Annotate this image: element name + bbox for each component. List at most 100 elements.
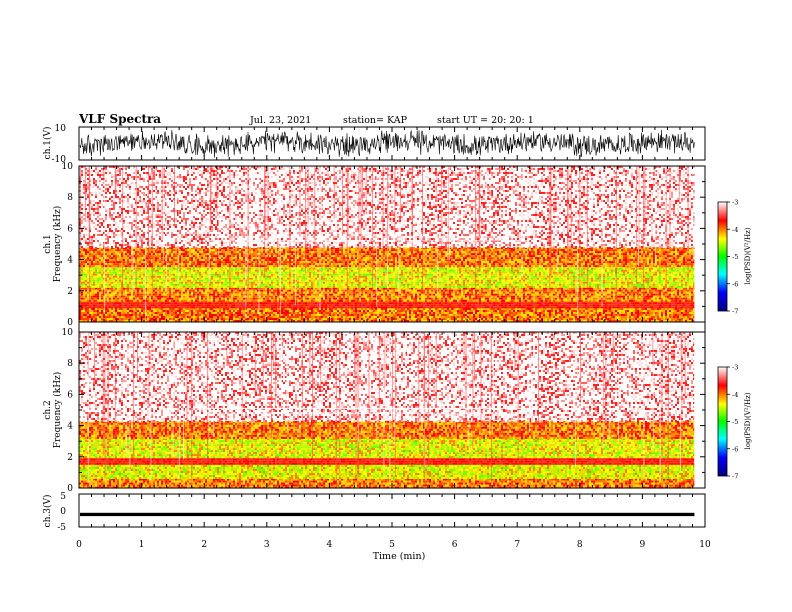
ch1-colorbar-label: log(PSD)(V²/Hz) [744,227,752,284]
spectrogram-streak [585,332,586,370]
spectrogram-streak [336,332,337,486]
spectrogram-streak [85,166,86,222]
spectrogram-streak [372,166,373,295]
ch1-spectrogram-ylabel-ch: ch.1 [43,234,53,253]
spectrogram-streak [580,332,581,403]
spectrogram-streak [210,166,211,221]
spectrogram-streak [579,166,580,306]
spectrogram-streak [385,332,386,403]
ch1-spectrogram-ylabel-freq: Frequency (kHz) [52,206,63,283]
spectrogram-streak [389,332,390,407]
ch1-colorbar-tick-label: -3 [732,199,738,207]
spectrogram-streak [394,166,395,234]
spectrogram-streak [577,166,578,201]
ch2-spectrogram-image [79,332,705,489]
spectrogram-streak [108,332,109,463]
ch3-waveform-trace [80,513,694,516]
ch1-ytick-top: 10 [55,124,67,134]
spectrogram-streak [638,166,639,267]
spectrogram-streak [424,332,425,401]
spectrogram-streak [688,166,689,280]
spectrogram-streak [655,166,656,266]
ch1-spectrogram-image [79,166,705,324]
spectrogram-streak [652,332,653,366]
spectrogram-streak [370,332,371,420]
spectrogram-streak [248,166,249,306]
spectrogram-streak [308,166,309,224]
time-axis-tick-label: 4 [327,540,333,550]
spectrogram-streak [122,166,123,308]
spectrogram-streak [531,332,532,415]
spectrogram-streak [398,166,399,296]
spectrogram-streak [129,332,130,473]
spectrogram-streak [447,166,448,260]
spectrogram-streak [486,166,487,236]
spectrogram-streak [273,332,274,371]
spectrogram-streak [162,166,163,241]
spectrogram-streak [668,332,669,483]
spectrogram-streak [575,332,576,467]
spectrogram-streak [449,166,450,260]
spectrogram-streak [136,166,137,320]
spectrogram-streak [275,332,276,411]
ch2-spec-ytick-label: 0 [67,484,73,494]
ch3-ytick-top: 5 [60,492,66,502]
spectrogram-streak [163,166,164,263]
spectrogram-streak [198,332,199,399]
time-axis-tick-label: 0 [76,540,82,550]
ch1-waveform-line [80,130,694,158]
spectrogram-streak [361,166,362,269]
spectrogram-streak [149,332,150,406]
spectrogram-streak [681,332,682,471]
spectrogram-streak [441,166,442,259]
ch1-spec-ytick-label: 8 [67,193,73,203]
spectrogram-streak [602,166,603,307]
spectrogram-streak [412,166,413,231]
spectrogram-streak [429,332,430,364]
figure-title: VLF Spectra [78,112,161,126]
ch3-ytick-mid: 0 [60,507,66,517]
ch3-waveform-ticks [79,494,705,527]
spectrogram-streak [115,332,116,438]
spectrogram-streak [229,166,230,290]
time-axis: 0 1 2 3 4 5 6 7 8 9 10 [76,540,711,550]
spectrogram-streak [299,166,300,237]
spectrogram-streak [557,166,558,273]
spectrogram-streak [466,332,467,436]
spectrogram-streak [183,332,184,459]
spectrogram-streak [493,332,494,414]
spectrogram-streak [179,332,180,478]
spectrogram-streak [383,166,384,268]
spectrogram-streak [225,332,226,366]
spectrogram-streak [80,166,81,306]
spectrogram-streak [551,166,552,275]
ch1-colorbar-ticks: -3-4-5-6-7 [727,199,738,316]
spectrogram-streak [644,166,645,234]
spectrogram-streak [618,332,619,441]
spectrogram-streak [166,166,167,291]
spectrogram-streak [281,332,282,386]
ch2-spectrogram-ylabel-ch: ch.2 [43,400,53,419]
spectrogram-streak [560,332,561,388]
spectrogram-streak [529,332,530,432]
spectrogram-streak [302,332,303,432]
ch2-spec-ytick-label: 6 [67,390,73,400]
spectrogram-streak [213,332,214,436]
ch1-waveform-ticks [79,127,705,160]
ch2-colorbar-label: log(PSD)(V²/Hz) [744,392,752,449]
spectrogram-streak [475,166,476,309]
spectrogram-streak [207,332,208,462]
ch1-waveform-panel: 10 -10 ch.1(V) [42,124,705,165]
spectrogram-streak [660,332,661,479]
spectrogram-streak [603,332,604,448]
spectrogram-streak [233,166,234,251]
spectrogram-streak [312,332,313,465]
ch2-colorbar-tick-label: -5 [732,418,738,426]
spectrogram-streak [286,332,287,397]
spectrogram-streak [455,332,456,431]
ch2-spec-ytick-label: 2 [67,453,73,463]
spectrogram-streak [345,166,346,245]
panel-gap-frame [79,322,705,332]
spectrogram-streak [352,166,353,200]
